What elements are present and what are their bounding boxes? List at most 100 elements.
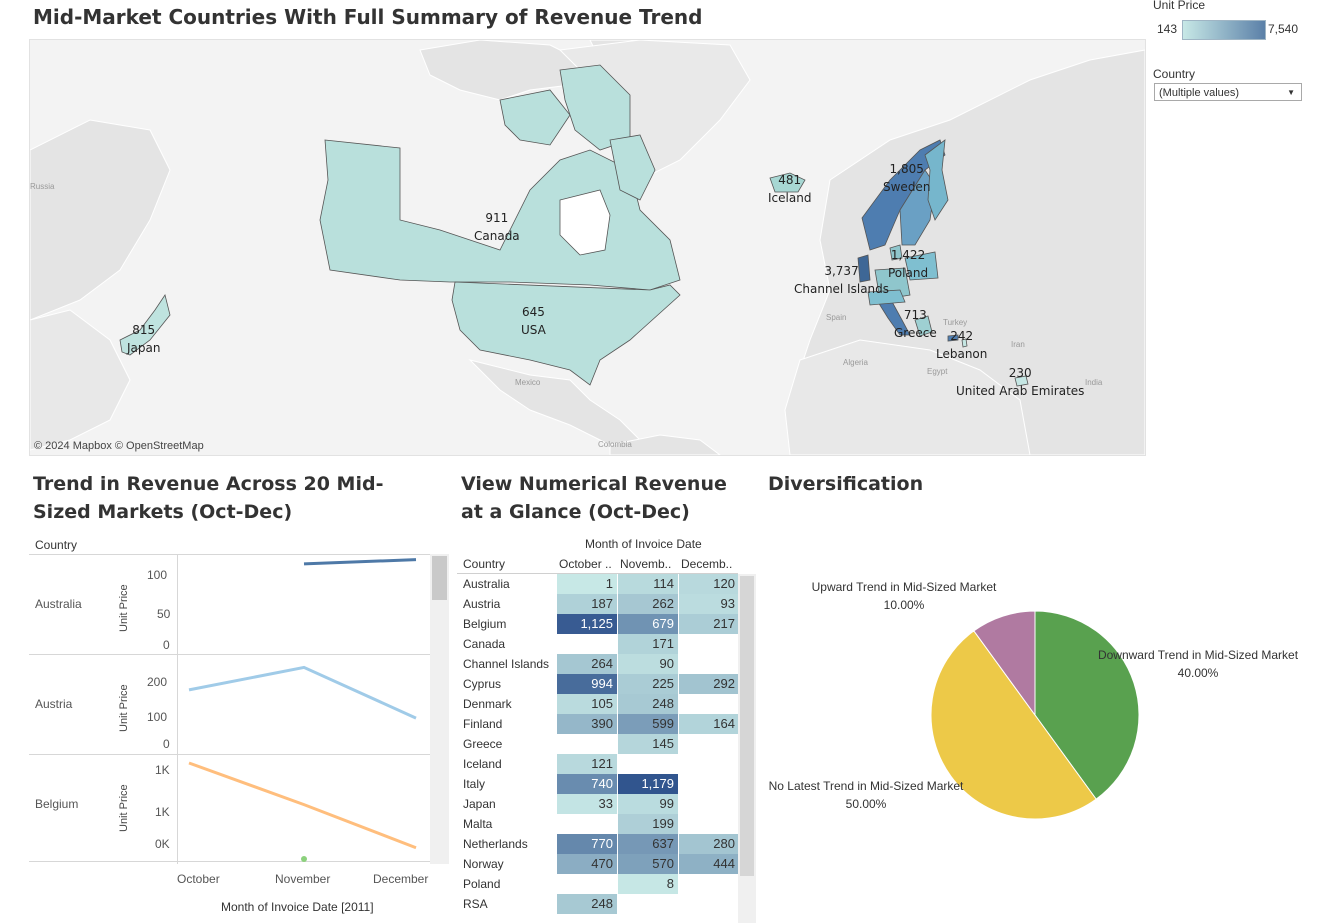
table-cell[interactable] <box>679 774 739 794</box>
revenue-map[interactable]: Russia Mexico Colombia Spain Turkey Iran… <box>29 39 1146 456</box>
table-row[interactable]: Greece 145 <box>461 734 757 754</box>
table-cell[interactable]: 105 <box>557 694 617 714</box>
map-mark-canada[interactable]: 911 Canada <box>474 211 520 243</box>
table-cell[interactable]: 770 <box>557 834 617 854</box>
table-cell[interactable]: 171 <box>618 634 678 654</box>
table-col-header[interactable]: October .. <box>559 557 612 571</box>
table-cell[interactable]: 217 <box>679 614 739 634</box>
table-row[interactable]: Poland 8 <box>461 874 757 894</box>
highlight-dot <box>301 856 307 862</box>
table-cell[interactable]: 470 <box>557 854 617 874</box>
row-country: Belgium <box>463 617 507 631</box>
trend-panes[interactable]: Australia Unit Price 100 50 0 Austria Un… <box>29 554 449 864</box>
table-cell[interactable]: 390 <box>557 714 617 734</box>
trend-scrollbar[interactable] <box>430 554 449 864</box>
table-cell[interactable]: 33 <box>557 794 617 814</box>
map-mark-iceland[interactable]: 481 Iceland <box>768 173 812 205</box>
table-row[interactable]: Malta 199 <box>461 814 757 834</box>
table-cell[interactable]: 262 <box>618 594 678 614</box>
table-cell[interactable] <box>557 634 617 654</box>
table-row[interactable]: RSA 248 <box>461 894 757 914</box>
table-cell[interactable] <box>557 874 617 894</box>
table-cell[interactable] <box>679 634 739 654</box>
table-cell[interactable]: 570 <box>618 854 678 874</box>
map-attribution[interactable]: © 2024 Mapbox © OpenStreetMap <box>34 440 204 452</box>
table-cell[interactable]: 280 <box>679 834 739 854</box>
table-row[interactable]: Belgium 1,125 679 217 <box>461 614 757 634</box>
pie-slice-no <box>930 630 1097 820</box>
table-cell[interactable]: 248 <box>557 894 617 914</box>
table-cell[interactable] <box>618 894 678 914</box>
table-row[interactable]: Italy 740 1,179 <box>461 774 757 794</box>
map-mark-lebanon[interactable]: 242 Lebanon <box>936 329 988 361</box>
table-cell[interactable] <box>679 734 739 754</box>
table-cell[interactable]: 145 <box>618 734 678 754</box>
x-axis-title: Month of Invoice Date [2011] <box>221 900 374 914</box>
map-mark-greece[interactable]: 713 Greece <box>894 308 937 340</box>
table-cell[interactable]: 994 <box>557 674 617 694</box>
table-cell[interactable]: 248 <box>618 694 678 714</box>
map-mark-channel-islands[interactable]: 3,737 Channel Islands <box>794 264 890 296</box>
map-mark-usa[interactable]: 645 USA <box>521 305 546 337</box>
table-row[interactable]: Finland 390 599 164 <box>461 714 757 734</box>
table-scrollbar[interactable] <box>738 574 756 923</box>
table-cell[interactable] <box>679 754 739 774</box>
table-cell[interactable]: 225 <box>618 674 678 694</box>
table-cell[interactable]: 637 <box>618 834 678 854</box>
table-cell[interactable] <box>618 754 678 774</box>
table-cell[interactable]: 93 <box>679 594 739 614</box>
table-row[interactable]: Iceland 121 <box>461 754 757 774</box>
pie-label-downward: Downward Trend in Mid-Sized Market 40.00% <box>1097 648 1299 680</box>
table-row[interactable]: Austria 187 262 93 <box>461 594 757 614</box>
table-cell[interactable]: 187 <box>557 594 617 614</box>
table-cell[interactable]: 121 <box>557 754 617 774</box>
table-cell[interactable]: 264 <box>557 654 617 674</box>
pie-title: Diversification <box>768 473 924 495</box>
table-cell[interactable]: 1 <box>557 574 617 594</box>
table-cell[interactable]: 1,179 <box>618 774 678 794</box>
table-cell[interactable]: 164 <box>679 714 739 734</box>
table-row[interactable]: Cyprus 994 225 292 <box>461 674 757 694</box>
table-cell[interactable] <box>557 734 617 754</box>
table-scrollbar-thumb[interactable] <box>740 576 754 876</box>
map-mark-japan[interactable]: 815 Japan <box>127 323 161 355</box>
table-cell[interactable] <box>679 794 739 814</box>
table-cell[interactable]: 679 <box>618 614 678 634</box>
table-cell[interactable] <box>679 814 739 834</box>
table-cell[interactable] <box>679 874 739 894</box>
trend-scrollbar-thumb[interactable] <box>432 556 447 600</box>
table-row[interactable]: Channel Islands 264 90 <box>461 654 757 674</box>
table-row[interactable]: Australia 1 114 120 <box>461 574 757 594</box>
table-cell[interactable] <box>679 894 739 914</box>
map-mark-uae[interactable]: 230 United Arab Emirates <box>956 366 1085 398</box>
map-base-label: Egypt <box>927 367 948 376</box>
table-cell[interactable]: 444 <box>679 854 739 874</box>
map-mark-poland[interactable]: 1,422 Poland <box>888 248 929 280</box>
table-cell[interactable]: 8 <box>618 874 678 894</box>
map-mark-sweden[interactable]: 1,805 Sweden <box>883 162 931 194</box>
table-cell[interactable]: 740 <box>557 774 617 794</box>
table-row[interactable]: Canada 171 <box>461 634 757 654</box>
diversification-pie[interactable] <box>925 605 1145 825</box>
map-base-label: Algeria <box>843 358 868 367</box>
table-row[interactable]: Netherlands 770 637 280 <box>461 834 757 854</box>
table-cell[interactable]: 90 <box>618 654 678 674</box>
table-cell[interactable]: 114 <box>618 574 678 594</box>
table-cell[interactable] <box>679 654 739 674</box>
table-cell[interactable]: 599 <box>618 714 678 734</box>
table-row[interactable]: Norway 470 570 444 <box>461 854 757 874</box>
table-cell[interactable]: 199 <box>618 814 678 834</box>
table-cell[interactable]: 292 <box>679 674 739 694</box>
y-tick: 1K <box>155 805 170 819</box>
table-cell[interactable]: 99 <box>618 794 678 814</box>
table-row[interactable]: Japan 33 99 <box>461 794 757 814</box>
table-cell[interactable] <box>557 814 617 834</box>
row-country: Channel Islands <box>463 657 550 671</box>
table-col-header[interactable]: Decemb.. <box>681 557 733 571</box>
table-col-header[interactable]: Novemb.. <box>620 557 672 571</box>
table-cell[interactable]: 1,125 <box>557 614 617 634</box>
table-row[interactable]: Denmark 105 248 <box>461 694 757 714</box>
table-cell[interactable] <box>679 694 739 714</box>
country-filter-dropdown[interactable]: (Multiple values) ▼ <box>1154 83 1302 101</box>
table-cell[interactable]: 120 <box>679 574 739 594</box>
